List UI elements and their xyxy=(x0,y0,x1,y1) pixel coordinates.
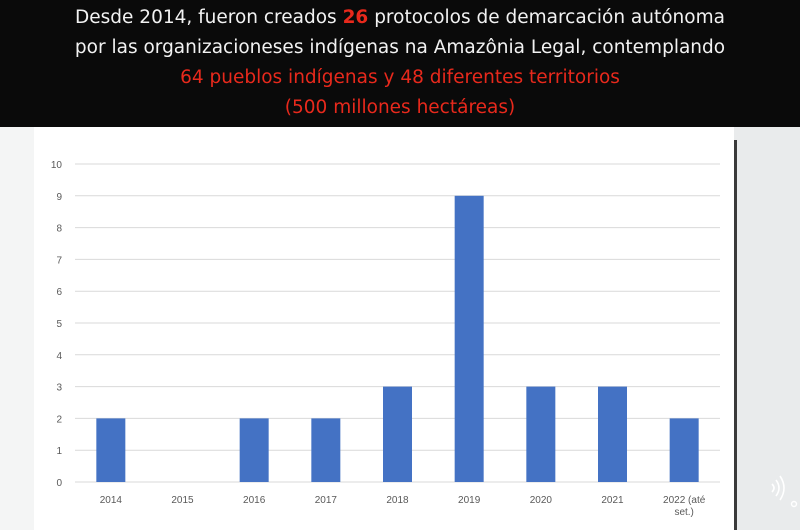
slide-left-margin xyxy=(0,127,34,530)
x-tick-label: 2020 xyxy=(530,495,553,506)
bar-2016 xyxy=(239,418,269,482)
x-tick-label: 2017 xyxy=(315,495,338,506)
bar-2019 xyxy=(454,195,484,483)
y-tick-label: 0 xyxy=(56,478,62,489)
bar-2021 xyxy=(598,386,627,482)
x-tick-label: 2021 xyxy=(601,495,624,506)
y-tick-label: 10 xyxy=(51,160,63,171)
chart-bars xyxy=(96,195,699,483)
bar-2014 xyxy=(96,418,126,482)
y-tick-label: 8 xyxy=(56,224,62,235)
x-tick-label: 2022 (até set.) xyxy=(663,495,706,518)
bar-2017 xyxy=(311,418,341,482)
caption-line-3: 64 pueblos indígenas y 48 diferentes ter… xyxy=(180,67,620,88)
sound-wave-icon xyxy=(771,475,798,508)
y-tick-label: 5 xyxy=(56,319,62,330)
bar-2020 xyxy=(526,386,556,482)
caption-line-4: (500 millones hectáreas) xyxy=(284,97,516,118)
y-tick-label: 3 xyxy=(56,383,62,394)
y-axis-tick-labels: 0 1 2 3 4 5 6 7 8 9 10 xyxy=(51,160,63,489)
y-tick-label: 2 xyxy=(56,414,62,425)
bar-2018 xyxy=(383,386,412,482)
x-tick-label: 2019 xyxy=(458,495,481,506)
y-tick-label: 6 xyxy=(56,287,62,298)
y-tick-label: 7 xyxy=(56,255,62,266)
bar-2022 xyxy=(669,418,699,482)
caption-banner: Desde 2014, fueron creados 26 protocolos… xyxy=(0,0,800,127)
chart-panel-border xyxy=(734,140,737,530)
x-tick-label: 2015 xyxy=(171,495,194,506)
x-axis-tick-labels: 2014 2015 2016 2017 2018 2019 2020 2021 2022 (at… xyxy=(100,495,706,518)
caption-line-1: Desde 2014, fueron creados 26 protocolos… xyxy=(0,0,800,33)
y-tick-label: 9 xyxy=(56,192,62,203)
caption-line-1-suffix: protocolos de demarcación autónoma xyxy=(368,7,725,28)
x-tick-label: 2016 xyxy=(243,495,266,506)
caption-line-2: por las organizacioneses indígenas na Am… xyxy=(74,37,726,58)
x-tick-label: 2018 xyxy=(386,495,409,506)
x-tick-label: 2014 xyxy=(100,495,123,506)
y-tick-label: 4 xyxy=(56,351,62,362)
caption-line-1-prefix: Desde 2014, fueron creados xyxy=(75,7,343,28)
y-tick-label: 1 xyxy=(56,446,62,457)
protocol-count-highlight: 26 xyxy=(342,7,369,28)
